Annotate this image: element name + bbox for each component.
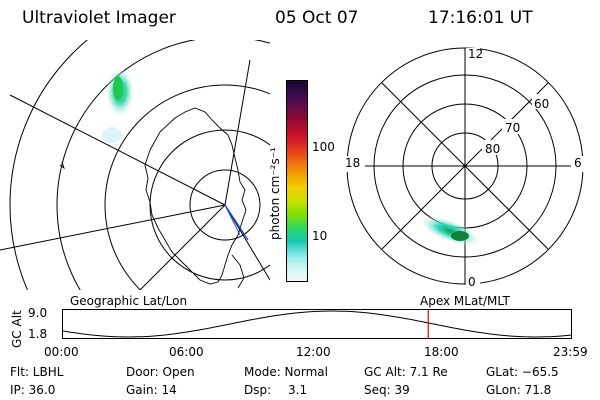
mlat-label-80: 80 [485,142,501,156]
colorbar-tick-10: 10 [312,229,328,243]
filter-info: Flt: LBHL [10,365,64,379]
polar-axis-diagonal [381,82,549,250]
glat-info: GLat: −65.5 [486,365,559,379]
meridian-line [0,204,226,251]
seq-info: Seq: 39 [364,383,410,397]
altitude-curve [62,310,572,338]
altitude-tick-low: 1.8 [28,327,48,341]
geo-caption: Geographic Lat/Lon [70,294,188,308]
colorbar [286,80,308,282]
polar-aurora-core [451,231,469,241]
time-tick-2359: 23:59 [553,345,588,359]
lat-circle [189,169,261,241]
coastline [59,161,65,170]
ip-info: IP: 36.0 [10,383,56,397]
gc-alt-info: GC Alt: 7.1 Re [364,365,448,379]
colorbar-unit-label: photon cm⁻²s⁻¹ [268,147,282,240]
lat-circle [104,84,270,290]
aurora-core [113,76,123,100]
meridian-line [139,204,226,290]
lat-circle [56,40,270,290]
mlt-label-12: 12 [468,47,484,61]
view-direction-line [224,204,241,236]
time-tick-0000: 00:00 [44,345,79,359]
time-tick-1200: 12:00 [296,345,331,359]
mlt-label-6: 6 [574,156,582,170]
meridian-line [224,59,251,206]
mlt-label-0: 0 [468,275,476,289]
view-direction-line [224,204,249,241]
polar-caption: Apex MLat/MLT [420,294,510,308]
time-tick-1800: 18:00 [424,345,459,359]
dsp-label: Dsp: [244,383,272,397]
date-label: 05 Oct 07 [275,8,359,28]
altitude-strip [62,309,572,339]
time-tick-0600: 06:00 [169,345,204,359]
mlat-label-70: 70 [505,121,521,135]
altitude-tick-high: 9.0 [28,306,48,320]
glon-info: GLon: 71.8 [486,383,552,397]
geographic-map [0,40,270,290]
coastline [144,107,247,285]
polar-plot [343,47,585,286]
instrument-title: Ultraviolet Imager [22,8,176,28]
meridian-line [9,94,226,206]
coastline [231,254,245,289]
polar-aurora-emission [419,215,481,247]
aurora-faint [102,127,122,143]
colorbar-tick-100: 100 [312,140,335,154]
time-label: 17:16:01 UT [428,8,533,28]
mlat-label-60: 60 [534,97,550,111]
altitude-ylabel: GC Alt [10,310,24,348]
lat-circle [9,40,89,290]
mlt-label-18: 18 [345,156,361,170]
door-info: Door: Open [126,365,195,379]
gain-info: Gain: 14 [126,383,177,397]
lat-circle [149,129,270,281]
dsp-value: 3.1 [288,383,308,397]
mode-info: Mode: Normal [244,365,328,379]
